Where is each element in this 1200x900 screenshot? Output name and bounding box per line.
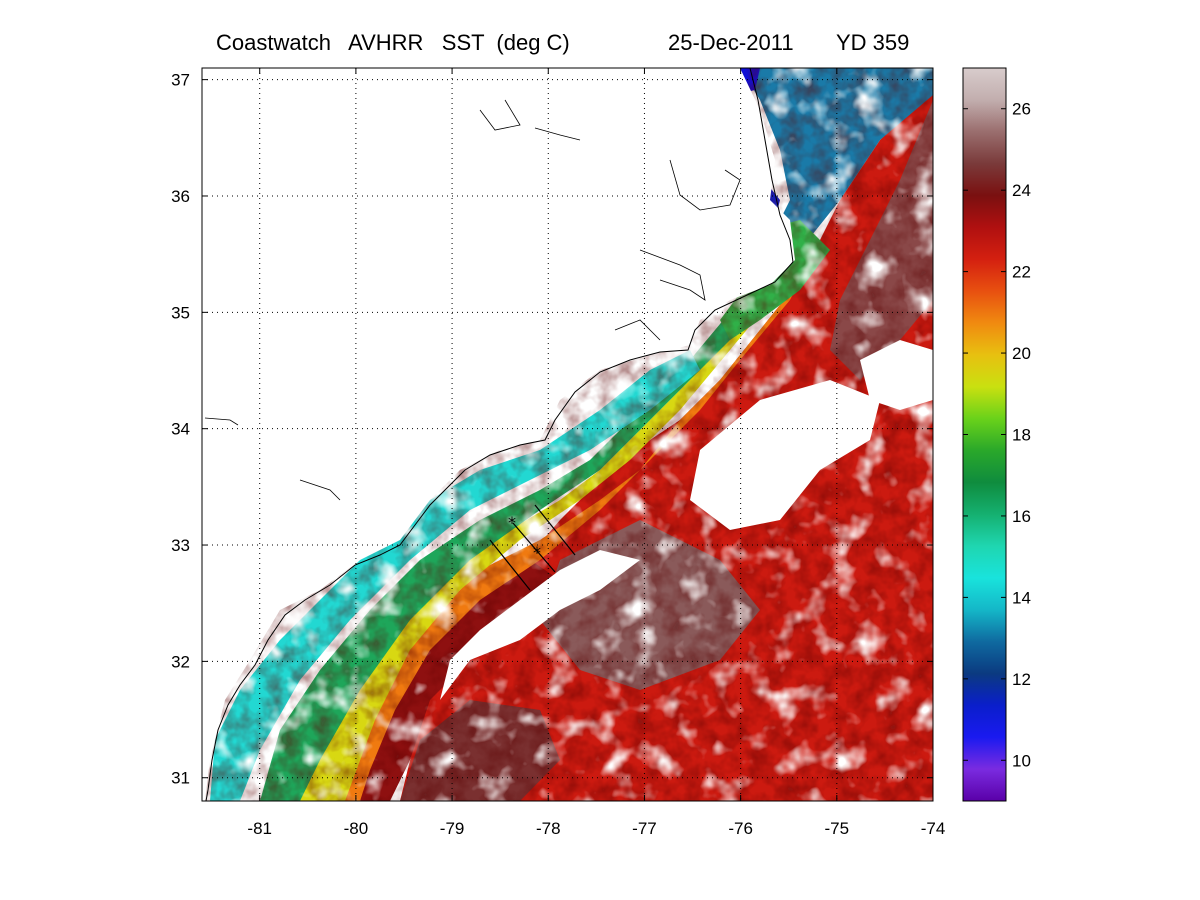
lat-tick-label: 36 [171, 187, 190, 206]
lat-tick-label: 35 [171, 303, 190, 322]
lat-tick-label: 31 [171, 769, 190, 788]
lon-tick-label: -81 [247, 819, 272, 838]
lon-tick-label: -77 [632, 819, 657, 838]
lon-tick-label: -76 [728, 819, 753, 838]
lon-tick-label: -79 [440, 819, 465, 838]
colorbar-tick-label: 26 [1012, 100, 1031, 119]
land-mask [202, 68, 795, 801]
lat-axis: 31 32 33 34 35 36 37 [171, 71, 933, 788]
sst-field: * * [202, 68, 933, 801]
map-panel: * * -81 -80 -79 -78 -77 -76 -75 -74 31323334353… [171, 67, 945, 838]
sound-shoreline [204, 99, 741, 501]
colorbar-tick-label: 18 [1012, 426, 1031, 445]
map-frame [201, 67, 934, 802]
station-marker: * [508, 513, 516, 532]
colorbar: 10 12 14 16 18 20 22 24 26 [962, 67, 1031, 802]
lon-tick-label: -80 [344, 819, 369, 838]
colorbar-tick-label: 10 [1012, 751, 1031, 770]
lon-axis: -81 -80 -79 -78 -77 -76 -75 -74 [247, 68, 945, 838]
lat-tick-label: 34 [171, 420, 190, 439]
map-yearday: YD 359 [836, 30, 910, 55]
cloud-mask-central [440, 550, 640, 700]
lon-tick-label: -74 [921, 819, 946, 838]
map-date: 25-Dec-2011 [668, 30, 794, 55]
map-title: Coastwatch AVHRR SST (deg C) [216, 30, 570, 55]
colorbar-tick-label: 20 [1012, 344, 1031, 363]
cloud-mask-north-east [860, 340, 933, 410]
colorbar-tick-label: 12 [1012, 670, 1031, 689]
colorbar-tick-label: 16 [1012, 507, 1031, 526]
lon-tick-label: -75 [825, 819, 850, 838]
lat-tick-label: 37 [171, 71, 190, 90]
coastline [205, 68, 794, 801]
colorbar-axis: 10 12 14 16 18 20 22 24 26 [963, 100, 1031, 770]
colorbar-tick-label: 14 [1012, 588, 1031, 607]
lat-tick-label: 32 [171, 652, 190, 671]
colorbar-tick-label: 22 [1012, 263, 1031, 282]
colorbar-tick-label: 24 [1012, 181, 1031, 200]
lat-tick-label: 33 [171, 536, 190, 555]
cloud-mask-east [690, 380, 880, 530]
colorbar-gradient [963, 68, 1006, 801]
lon-tick-label: -78 [536, 819, 561, 838]
station-marker: * [533, 543, 541, 562]
